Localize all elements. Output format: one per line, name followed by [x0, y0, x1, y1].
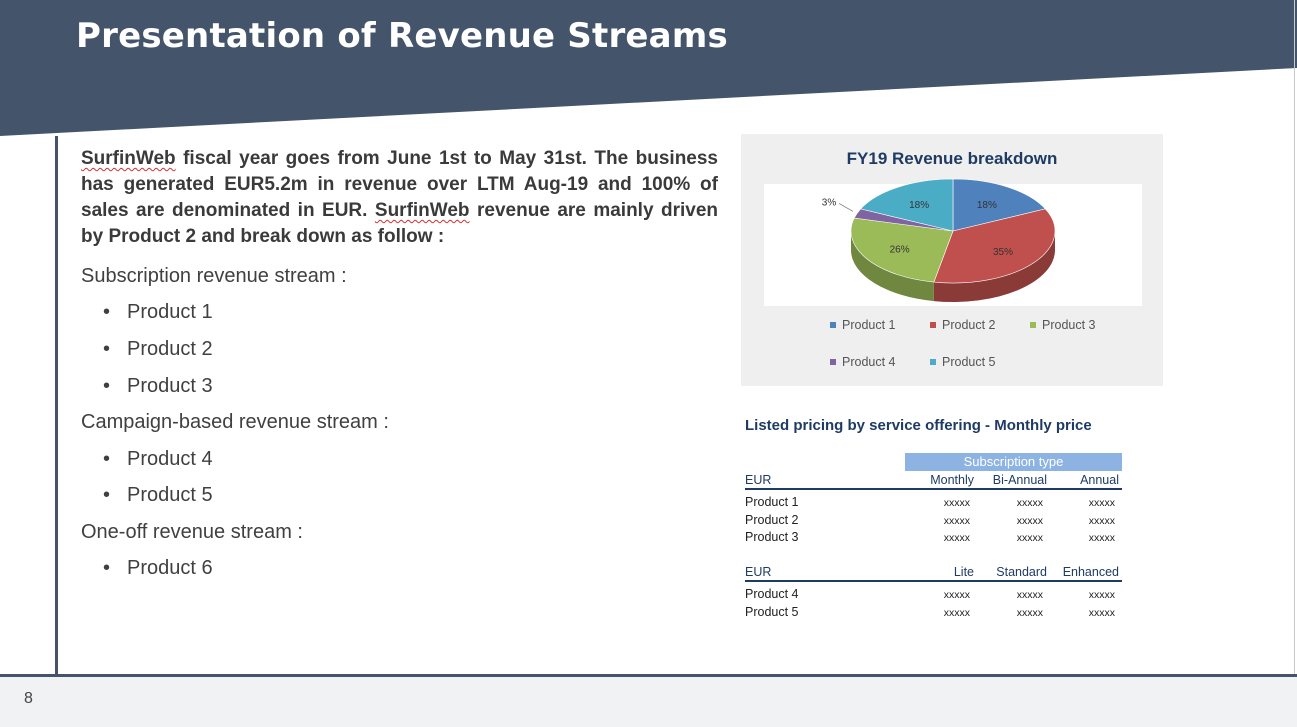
legend-label: Product 5: [942, 355, 996, 369]
footer-rule: [0, 674, 1297, 677]
table1-cell: xxxxx: [1088, 497, 1115, 509]
table2-cell: xxxxx: [943, 607, 970, 619]
bullet-label: Product 6: [127, 557, 213, 579]
table1-cell: xxxxx: [943, 515, 970, 527]
header-band: [0, 0, 1297, 136]
table1-cell: xxxxx: [1016, 532, 1043, 544]
bullet-item: • Product 5: [103, 484, 213, 506]
table2-cell: xxxxx: [1016, 607, 1043, 619]
legend-swatch: [1030, 322, 1036, 328]
intro-text-1: fiscal year goes from June 1st to May 31…: [81, 148, 718, 221]
pie-data-label: 26%: [890, 244, 910, 255]
bullet-label: Product 3: [127, 375, 213, 397]
bullet-item: • Product 6: [103, 557, 213, 579]
company-name: SurfinWeb: [374, 200, 470, 221]
table2-cell: xxxxx: [1088, 607, 1115, 619]
legend-swatch: [830, 359, 836, 365]
pricing-title: Listed pricing by service offering - Mon…: [745, 417, 1092, 434]
stream-heading-campaign: Campaign-based revenue stream :: [81, 411, 389, 433]
table1-row-label: Product 3: [745, 530, 799, 544]
table2-column-header: Lite: [953, 565, 974, 579]
pie-data-label: 35%: [993, 247, 1013, 258]
legend-swatch: [930, 359, 936, 365]
left-vertical-rule: [55, 136, 58, 727]
bullet-label: Product 5: [127, 484, 213, 506]
table1-cell: xxxxx: [1088, 515, 1115, 527]
table1-column-header: Annual: [1080, 473, 1119, 487]
bullet-item: • Product 3: [103, 375, 213, 397]
leader-line: [838, 203, 854, 212]
page-title: Presentation of Revenue Streams: [76, 16, 728, 56]
pie-slice: [860, 178, 954, 232]
bullet-label: Product 2: [127, 338, 213, 360]
stream-heading-one-off: One-off revenue stream :: [81, 521, 303, 543]
pie-slice: [933, 208, 1056, 284]
legend-label: Product 3: [1042, 318, 1096, 332]
table2-cell: xxxxx: [1016, 589, 1043, 601]
legend-label: Product 1: [842, 318, 896, 332]
subscription-type-header: Subscription type: [905, 453, 1122, 471]
legend-swatch: [930, 322, 936, 328]
table1-cell: xxxxx: [943, 497, 970, 509]
pie-slice: [850, 217, 954, 283]
chart-title: FY19 Revenue breakdown: [846, 149, 1058, 168]
pie-chart: 18% 35% 26% 3% 18% Product 1 Product 2 Product…: [764, 178, 1142, 369]
pie-data-label: 3%: [822, 197, 837, 208]
bullet-item: • Product 1: [103, 301, 213, 323]
legend-label: Product 4: [842, 355, 896, 369]
footer-bar: [0, 677, 1297, 727]
pie-slice-side: [851, 231, 934, 302]
intro-paragraph: SurfinWeb fiscal year goes from June 1st…: [81, 146, 718, 250]
table2-currency: EUR: [745, 565, 772, 579]
table1-row-label: Product 1: [745, 495, 799, 509]
table2-cell: xxxxx: [1088, 589, 1115, 601]
table1-currency: EUR: [745, 473, 772, 487]
table2-cell: xxxxx: [943, 589, 970, 601]
pie-slice: [952, 178, 1046, 232]
table2-column-header: Enhanced: [1062, 565, 1119, 579]
bullet-item: • Product 4: [103, 448, 213, 470]
table1-cell: xxxxx: [1088, 532, 1115, 544]
intro-text-2: revenue are mainly driven by Product 2 a…: [81, 200, 718, 247]
pie-data-label: 18%: [909, 200, 929, 211]
page-number: 8: [24, 690, 33, 707]
table1-header-rule: [745, 488, 1122, 490]
table2-column-header: Standard: [996, 565, 1047, 579]
legend-swatch: [830, 322, 836, 328]
table1-cell: xxxxx: [1016, 515, 1043, 527]
table2-row-label: Product 4: [745, 587, 799, 601]
legend-label: Product 2: [942, 318, 996, 332]
company-name: SurfinWeb: [81, 148, 176, 169]
table2-header-rule: [745, 580, 1122, 582]
stream-heading-subscription: Subscription revenue stream :: [81, 265, 347, 287]
table2-row-label: Product 5: [745, 605, 799, 619]
bullet-label: Product 4: [127, 448, 213, 470]
bullet-label: Product 1: [127, 301, 213, 323]
table1-column-header: Bi-Annual: [992, 473, 1047, 487]
table1-column-header: Monthly: [930, 473, 974, 487]
page-border: [1294, 0, 1295, 727]
table1-row-label: Product 2: [745, 513, 799, 527]
table1-cell: xxxxx: [943, 532, 970, 544]
pie-slice-side: [933, 231, 1055, 302]
pie-data-label: 18%: [977, 200, 997, 211]
table1-cell: xxxxx: [1016, 497, 1043, 509]
bullet-item: • Product 2: [103, 338, 213, 360]
